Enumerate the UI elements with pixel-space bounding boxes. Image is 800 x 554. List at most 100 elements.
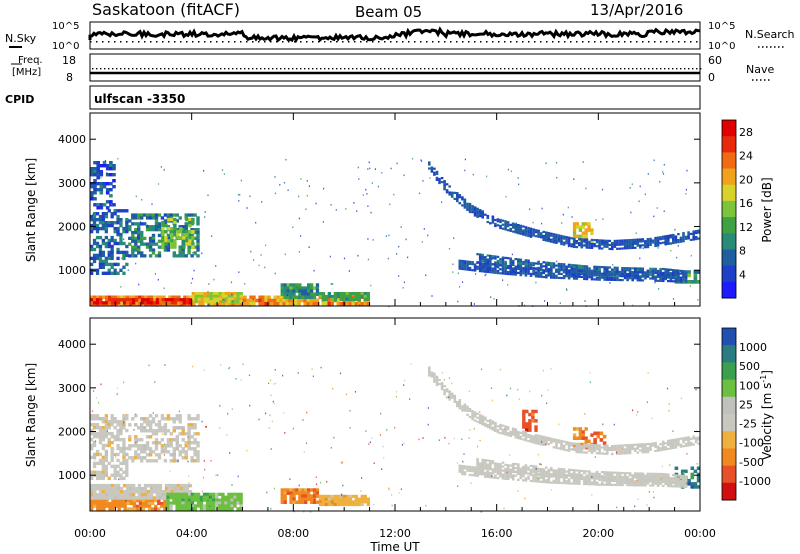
heat-cell [514,227,518,230]
heat-cell [644,449,647,452]
heat-cell [193,432,197,436]
heat-cell [215,504,219,508]
heat-cell [646,273,650,276]
heat-cell [539,468,543,471]
nave-dot [676,68,678,70]
heat-cell [616,479,619,483]
heat-cell [547,473,551,476]
heat-cell [236,498,240,502]
heat-cell [140,456,144,460]
heat-cell [370,284,372,287]
heat-cell [496,261,500,264]
heat-cell [315,292,320,296]
heat-cell [194,297,199,301]
heat-cell [519,268,523,271]
heat-cell [481,214,484,217]
heat-cell [453,394,457,397]
heat-cell [534,428,538,432]
heat-cell [626,444,629,447]
heat-cell [633,246,637,249]
heat-cell [532,435,535,438]
heat-cell [172,492,176,496]
heat-cell [499,471,502,474]
heat-cell [566,289,568,291]
heat-cell [600,241,604,244]
heat-cell [435,375,439,378]
heat-cell [448,396,450,398]
heat-cell [580,476,584,479]
nave-dot [512,68,514,70]
heat-cell [182,233,186,237]
heat-cell [310,500,314,504]
heat-cell [427,234,429,237]
heat-cell [333,503,338,507]
heat-cell [534,474,538,477]
heat-cell [148,453,153,457]
heat-cell [102,507,106,511]
heat-cell [613,276,617,279]
heat-cell [354,391,357,393]
heat-cell [450,394,454,397]
heat-cell [327,298,331,303]
heat-cell [146,496,151,500]
heat-cell [630,211,632,214]
heat-cell [682,232,685,235]
heat-cell [496,266,500,269]
heat-cell [623,482,627,485]
heat-cell [468,210,472,214]
heat-cell [267,298,271,303]
heat-cell [631,183,633,185]
heat-cell [184,456,188,460]
heat-cell [463,200,467,203]
heat-cell [193,213,197,217]
heat-cell [116,241,120,246]
heat-cell [689,441,693,444]
heat-cell [175,447,179,451]
heat-cell [222,301,226,306]
heat-cell [529,464,533,467]
heat-cell [499,260,502,263]
heat-cell [656,236,660,239]
heat-cell [636,451,640,454]
heat-cell [185,487,190,491]
heat-cell [656,273,660,276]
heat-cell [264,295,268,300]
heat-cell [628,452,632,455]
heat-cell [158,490,163,494]
heat-cell [190,459,194,463]
heat-cell [565,288,568,290]
heat-cell [90,173,94,177]
heat-cell [330,204,332,206]
heat-cell [443,180,446,183]
heat-cell [550,437,553,440]
heat-cell [588,271,591,274]
heat-cell [131,213,135,217]
heat-cell [511,267,515,270]
heat-cell [639,244,642,247]
heat-cell [92,426,97,430]
heat-cell [541,394,543,397]
heat-cell [633,273,637,276]
heat-cell [575,480,579,483]
heat-cell [163,423,168,427]
heat-cell [95,397,97,399]
heat-cell [227,297,231,301]
heat-cell [598,267,601,271]
heat-cell [572,477,576,480]
heat-cell [689,238,693,241]
heat-cell [509,472,512,475]
heat-cell [547,274,551,277]
heat-cell [494,466,497,469]
heat-cell [646,271,650,274]
nave-dot [652,68,654,70]
heat-cell [95,226,100,231]
heat-cell [307,283,311,287]
heat-cell [158,487,163,491]
heat-cell [517,472,520,475]
heat-cell [178,225,182,229]
heat-cell [636,244,640,247]
heat-cell [181,495,185,499]
nsearch-dot [462,41,464,43]
heat-cell [466,467,469,470]
heat-cell [193,417,197,421]
